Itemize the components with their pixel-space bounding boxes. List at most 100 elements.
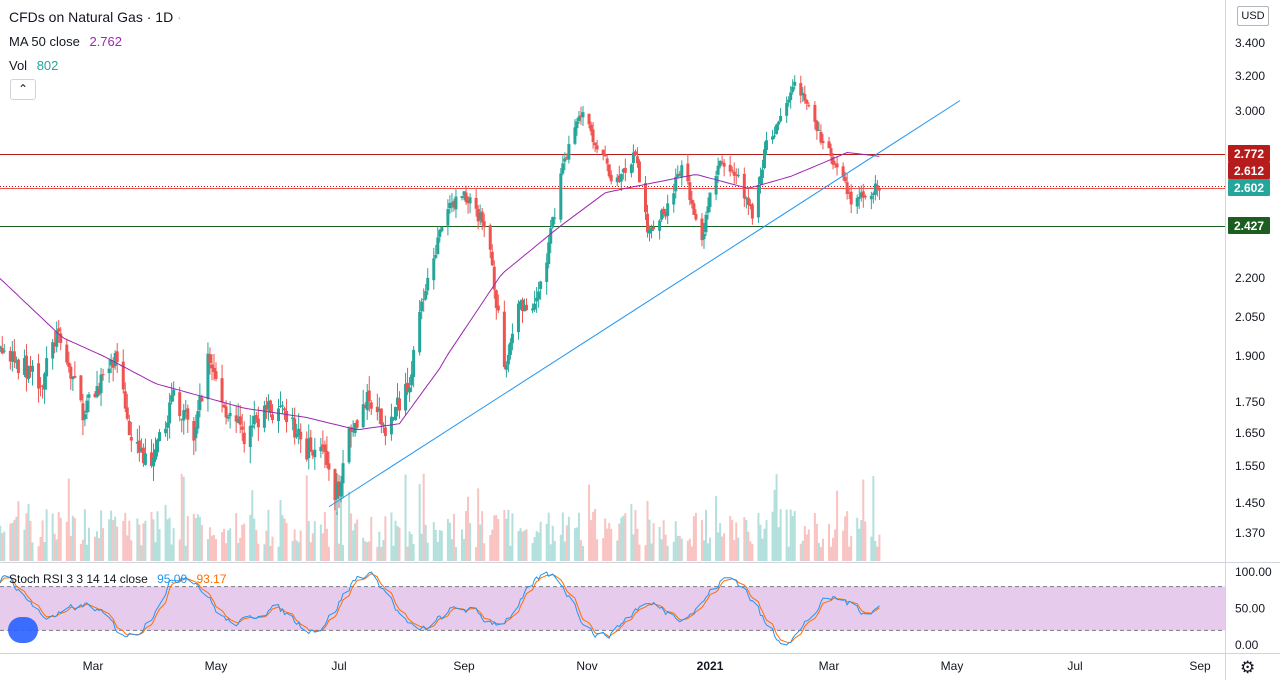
logo-icon[interactable] xyxy=(8,617,38,643)
candle-body xyxy=(775,124,779,135)
volume-bar xyxy=(85,544,88,561)
volume-bar xyxy=(876,546,879,561)
candle-body xyxy=(115,351,119,363)
volume-bar xyxy=(709,537,712,561)
candle-body xyxy=(41,385,45,387)
rsi-d-value: 93.17 xyxy=(196,572,227,586)
volume-bar xyxy=(479,524,482,561)
volume-bar xyxy=(650,543,653,561)
price-badge xyxy=(1228,162,1270,179)
volume-bar xyxy=(596,539,599,561)
time-tick-label: Mar xyxy=(819,659,840,673)
candle-body xyxy=(93,393,97,397)
candle-body xyxy=(615,177,619,183)
time-tick-label: May xyxy=(941,659,964,673)
candle-body xyxy=(383,427,387,436)
candle-body xyxy=(629,164,633,174)
volume-bar xyxy=(356,519,359,561)
candle-body xyxy=(722,163,726,167)
volume-bar xyxy=(424,524,427,561)
candle-body xyxy=(694,214,698,220)
volume-bar xyxy=(122,520,125,561)
candle-body xyxy=(194,427,198,439)
volume-bar xyxy=(461,529,464,561)
volume-bar xyxy=(729,516,732,561)
volume-bar xyxy=(96,531,99,561)
candle-body xyxy=(353,422,357,434)
volume-bar xyxy=(271,536,274,561)
currency-button[interactable]: USD xyxy=(1237,6,1269,26)
gear-icon[interactable]: ⚙ xyxy=(1240,658,1256,677)
volume-bar xyxy=(348,491,351,561)
candle-body xyxy=(734,174,738,176)
volume-bar xyxy=(846,511,849,561)
rsi-band xyxy=(0,586,1225,631)
candle-body xyxy=(208,354,212,363)
volume-bar xyxy=(666,545,669,561)
candle-body xyxy=(516,303,520,333)
volume-bar xyxy=(463,538,466,561)
volume-bar xyxy=(547,512,550,561)
candle-body xyxy=(325,451,329,465)
candle-body xyxy=(829,148,833,157)
candle-body xyxy=(422,299,426,301)
volume-bar xyxy=(164,504,167,561)
collapse-legend-button[interactable]: ⌃ xyxy=(10,79,36,100)
volume-bars xyxy=(0,471,881,561)
volume-bar xyxy=(333,471,336,561)
candle-body xyxy=(172,389,176,396)
volume-bar xyxy=(549,544,552,561)
candle-body xyxy=(680,165,684,178)
volume-bar xyxy=(378,531,381,561)
candle-body xyxy=(567,144,571,160)
candle-body xyxy=(843,176,847,182)
volume-bar xyxy=(128,520,131,561)
candle-body xyxy=(351,431,355,433)
volume-bar xyxy=(777,527,780,561)
volume-bar xyxy=(67,478,70,561)
candle-body xyxy=(361,404,365,428)
volume-bar xyxy=(662,520,665,561)
volume-bar xyxy=(17,501,20,561)
volume-bar xyxy=(832,537,835,561)
price-tick-label: 1.370 xyxy=(1235,526,1265,540)
volume-bar xyxy=(688,538,691,561)
trend-line[interactable] xyxy=(328,100,961,508)
candle-body xyxy=(621,169,625,173)
volume-bar xyxy=(771,511,774,561)
candle-body xyxy=(337,481,341,495)
candle-body xyxy=(488,225,492,250)
candle-body xyxy=(2,350,6,352)
volume-bar xyxy=(390,512,393,561)
volume-bar xyxy=(608,522,611,561)
volume-bar xyxy=(223,528,226,561)
candle-body xyxy=(609,174,613,182)
candle-body xyxy=(240,426,244,430)
volume-bar xyxy=(630,504,633,561)
volume-bar xyxy=(1,533,4,561)
candle-body xyxy=(793,81,797,86)
volume-bar xyxy=(834,529,837,561)
volume-bar xyxy=(102,528,105,561)
price-tick-label: 1.650 xyxy=(1235,426,1265,440)
volume-bar xyxy=(733,540,736,561)
candle-body xyxy=(158,432,162,442)
interval-label[interactable]: 1D xyxy=(155,9,174,25)
candle-body xyxy=(658,220,662,231)
volume-bar xyxy=(340,492,343,561)
candle-body xyxy=(59,333,63,343)
volume-bar xyxy=(215,539,218,561)
candle-body xyxy=(652,227,656,229)
candle-body xyxy=(139,448,143,452)
candle-body xyxy=(736,174,740,177)
volume-bar xyxy=(553,541,556,561)
volume-bar xyxy=(309,542,312,561)
volume-bar xyxy=(678,535,681,561)
candle-body xyxy=(482,221,486,228)
volume-bar xyxy=(154,542,157,561)
candle-body xyxy=(0,348,4,354)
volume-bar xyxy=(702,540,705,561)
volume-bar xyxy=(622,515,625,561)
volume-bar xyxy=(815,523,818,561)
